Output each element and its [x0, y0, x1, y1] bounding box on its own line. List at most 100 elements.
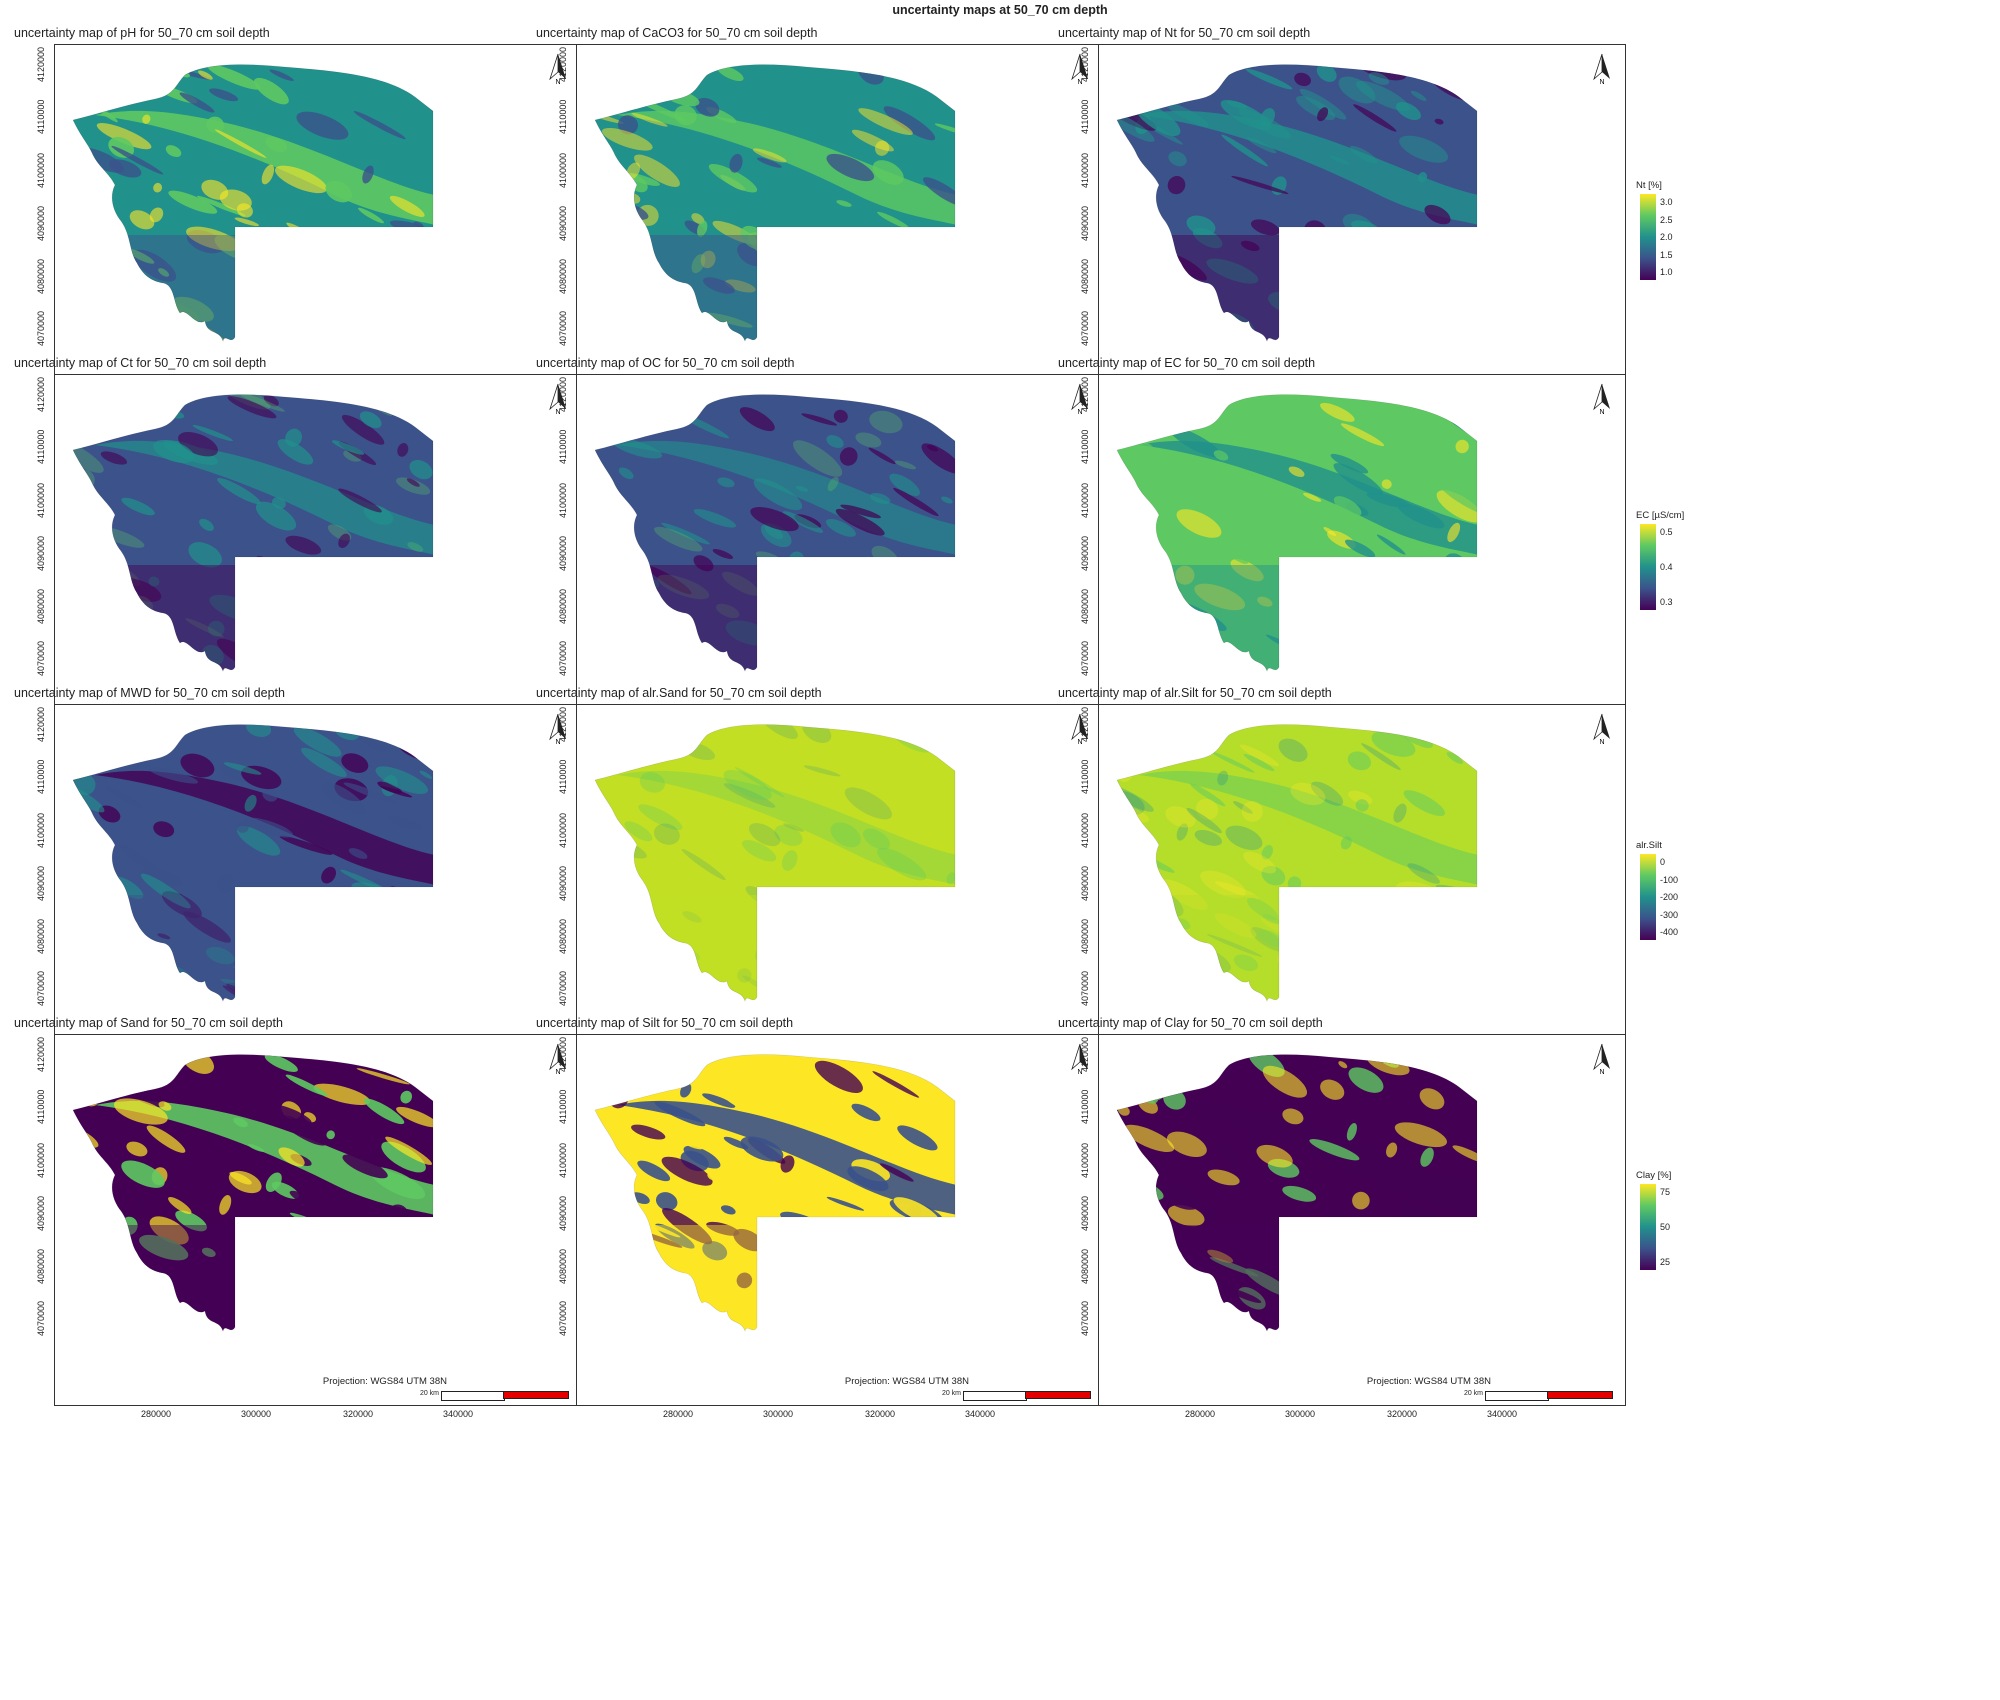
raster-patch [612, 323, 664, 341]
raster-patch [1186, 215, 1216, 236]
raster-patch [1369, 635, 1381, 649]
raster-patch [293, 726, 342, 757]
raster-patch [1159, 1314, 1214, 1331]
raster-patch [1330, 453, 1369, 474]
raster-patch [100, 1247, 112, 1255]
raster-patch [1186, 807, 1222, 834]
raster-patch [1117, 584, 1141, 606]
y-tick-label: 4070000 [558, 970, 568, 1006]
raster-patch [268, 621, 303, 633]
raster-patch [736, 1272, 753, 1289]
raster-patch [76, 300, 95, 320]
raster-patch [629, 1267, 678, 1298]
raster-patch [100, 451, 128, 465]
y-tick-label: 4070000 [36, 310, 46, 346]
raster-patch [281, 1282, 333, 1308]
raster-patch [737, 968, 752, 983]
raster-patch [357, 1263, 369, 1272]
y-tick-label: 4120000 [558, 46, 568, 82]
raster-patch [894, 646, 906, 654]
panel-title: uncertainty map of alr.Sand for 50_70 cm… [536, 686, 822, 700]
raster-band [95, 1100, 433, 1215]
raster-patch [392, 270, 433, 303]
raster-patch [231, 1230, 278, 1255]
raster-patch [136, 1197, 147, 1210]
raster-patch [865, 631, 884, 649]
raster-patch [253, 1269, 306, 1295]
raster-patch [872, 1299, 891, 1315]
projection-label: Projection: WGS84 UTM 38N [1366, 1376, 1491, 1387]
raster-patch [1250, 219, 1280, 236]
scale-segment-white [441, 1391, 505, 1401]
raster-patch [921, 443, 955, 474]
raster-patch [682, 911, 702, 923]
raster-patch [918, 1241, 955, 1267]
legend-tick-label: 25 [1660, 1257, 1671, 1267]
raster-patch [289, 1190, 319, 1208]
raster-patch [1262, 1065, 1308, 1098]
raster-patch [1169, 426, 1222, 458]
raster-patch [1376, 534, 1406, 555]
raster-patch [826, 435, 844, 448]
raster-patch [206, 116, 225, 134]
raster-patch [1170, 1308, 1217, 1331]
x-tick-label: 280000 [1184, 1409, 1216, 1419]
raster-patch [1364, 334, 1390, 341]
legend-colorbar [1640, 1184, 1656, 1270]
color-legend: Nt [%] 3.0 2.5 2.0 1.5 1.0 [1636, 180, 1711, 300]
raster-patch [869, 410, 903, 434]
legend-tick-label: -100 [1660, 874, 1679, 885]
raster-patch [86, 969, 137, 997]
raster-patch [246, 724, 272, 737]
raster-patch [1440, 485, 1477, 516]
raster-patch [1361, 743, 1401, 771]
raster-patch [833, 254, 888, 272]
raster-patch [1228, 1288, 1262, 1303]
raster-patch [1300, 983, 1318, 997]
raster-patch [283, 948, 319, 967]
raster-patch [827, 476, 839, 492]
raster-patch [219, 1195, 232, 1215]
raster-patch [1213, 1141, 1241, 1162]
map-panel-Clay: uncertainty map of Clay for 50_70 cm soi… [1044, 1012, 1711, 1437]
raster-patch [658, 1115, 705, 1150]
raster-patch [259, 315, 279, 327]
raster-patch [780, 1155, 795, 1173]
legend-tick-label: 2.5 [1660, 214, 1673, 225]
region-outline [1116, 64, 1478, 343]
north-arrow-icon: N [549, 1043, 566, 1075]
raster-patch [612, 1084, 631, 1097]
raster-patch [1347, 751, 1372, 771]
raster-patch [601, 127, 653, 151]
raster-patch [73, 439, 104, 473]
x-tick-label: 320000 [1386, 1409, 1418, 1419]
raster-patch [897, 1125, 938, 1151]
raster-patch [73, 89, 102, 104]
raster-patch [923, 398, 936, 406]
y-tick-label: 4110000 [558, 1089, 568, 1124]
raster-patch [384, 886, 400, 904]
raster-patch [406, 1258, 433, 1281]
raster-patch [1348, 1067, 1384, 1093]
raster-patch [1117, 326, 1147, 341]
y-tick-label: 4110000 [558, 429, 568, 464]
y-tick-label: 4100000 [558, 482, 568, 518]
raster-patch [595, 1164, 633, 1197]
raster-patch [236, 825, 281, 856]
raster-patch [1131, 1168, 1154, 1182]
raster-patch [603, 1279, 633, 1299]
raster-patch [347, 332, 380, 341]
raster-patch [627, 324, 668, 341]
y-tick-label: 4110000 [36, 99, 46, 134]
raster-patch [249, 1223, 266, 1236]
svg-text:N: N [1599, 409, 1604, 415]
raster-patch [1457, 1253, 1477, 1265]
raster-patch [314, 1286, 325, 1299]
raster-patch [1333, 496, 1362, 517]
raster-patch [740, 1136, 784, 1162]
raster-patch [1241, 800, 1263, 822]
raster-south [95, 895, 245, 1001]
x-tick-label: 340000 [1486, 1409, 1518, 1419]
legend-title: Clay [%] [1636, 1170, 1672, 1181]
